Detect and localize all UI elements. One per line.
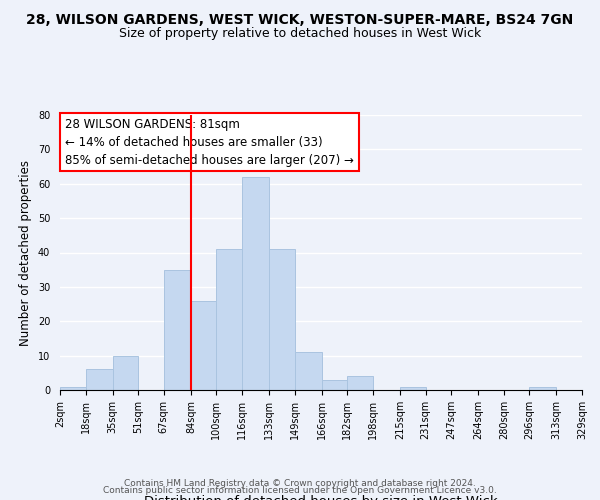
Text: Size of property relative to detached houses in West Wick: Size of property relative to detached ho… bbox=[119, 28, 481, 40]
Bar bbox=[295, 352, 322, 390]
X-axis label: Distribution of detached houses by size in West Wick: Distribution of detached houses by size … bbox=[144, 494, 498, 500]
Bar bbox=[164, 270, 191, 390]
Bar bbox=[113, 356, 138, 390]
Bar bbox=[86, 370, 113, 390]
Bar bbox=[400, 386, 425, 390]
Text: 28 WILSON GARDENS: 81sqm
← 14% of detached houses are smaller (33)
85% of semi-d: 28 WILSON GARDENS: 81sqm ← 14% of detach… bbox=[65, 118, 354, 167]
Text: Contains public sector information licensed under the Open Government Licence v3: Contains public sector information licen… bbox=[103, 486, 497, 495]
Text: Contains HM Land Registry data © Crown copyright and database right 2024.: Contains HM Land Registry data © Crown c… bbox=[124, 478, 476, 488]
Text: 28, WILSON GARDENS, WEST WICK, WESTON-SUPER-MARE, BS24 7GN: 28, WILSON GARDENS, WEST WICK, WESTON-SU… bbox=[26, 12, 574, 26]
Bar bbox=[242, 177, 269, 390]
Bar bbox=[322, 380, 347, 390]
Bar bbox=[217, 249, 242, 390]
Bar bbox=[529, 386, 556, 390]
Bar bbox=[347, 376, 373, 390]
Bar bbox=[191, 300, 217, 390]
Bar bbox=[269, 249, 295, 390]
Y-axis label: Number of detached properties: Number of detached properties bbox=[19, 160, 32, 346]
Bar bbox=[60, 386, 86, 390]
